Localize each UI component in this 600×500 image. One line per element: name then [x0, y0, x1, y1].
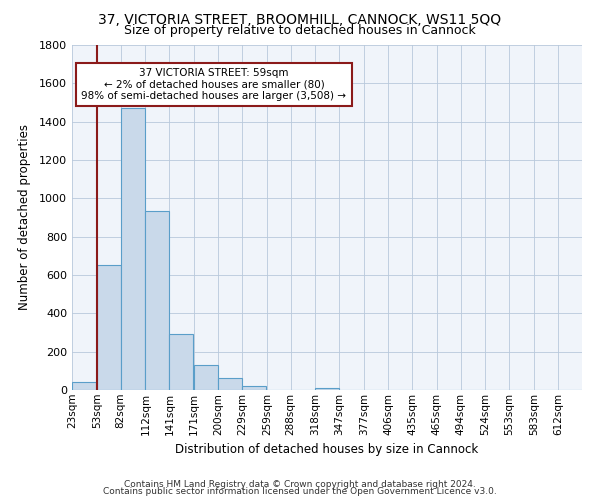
- Bar: [145, 211, 169, 390]
- Text: Size of property relative to detached houses in Cannock: Size of property relative to detached ho…: [124, 24, 476, 37]
- Text: 37 VICTORIA STREET: 59sqm
← 2% of detached houses are smaller (80)
98% of semi-d: 37 VICTORIA STREET: 59sqm ← 2% of detach…: [82, 68, 346, 101]
- Bar: [121, 108, 145, 390]
- Text: Contains public sector information licensed under the Open Government Licence v3: Contains public sector information licen…: [103, 487, 497, 496]
- X-axis label: Distribution of detached houses by size in Cannock: Distribution of detached houses by size …: [175, 443, 479, 456]
- Bar: [242, 386, 266, 390]
- Y-axis label: Number of detached properties: Number of detached properties: [17, 124, 31, 310]
- Bar: [194, 365, 218, 390]
- Bar: [72, 382, 96, 390]
- Bar: [316, 388, 340, 390]
- Bar: [169, 334, 193, 390]
- Bar: [218, 378, 242, 390]
- Text: 37, VICTORIA STREET, BROOMHILL, CANNOCK, WS11 5QQ: 37, VICTORIA STREET, BROOMHILL, CANNOCK,…: [98, 12, 502, 26]
- Text: Contains HM Land Registry data © Crown copyright and database right 2024.: Contains HM Land Registry data © Crown c…: [124, 480, 476, 489]
- Bar: [97, 266, 121, 390]
